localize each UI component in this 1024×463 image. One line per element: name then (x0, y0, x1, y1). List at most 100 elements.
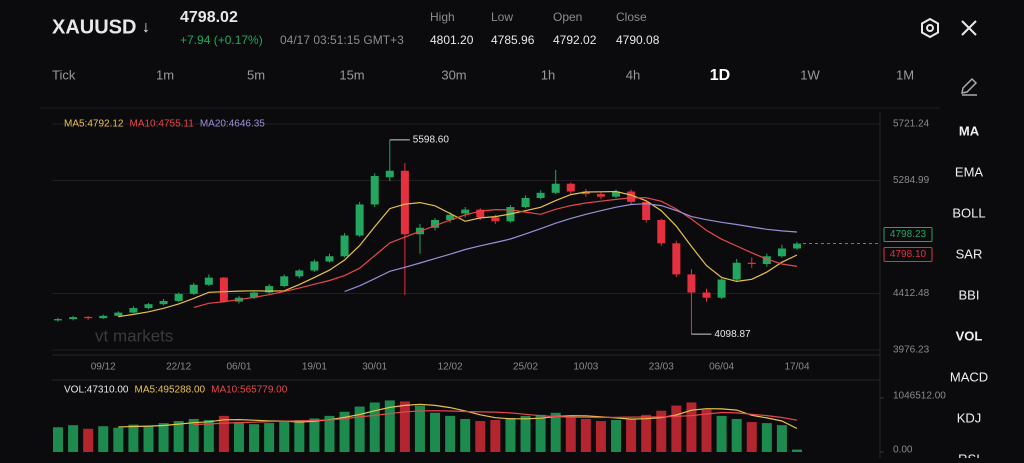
indicator-item[interactable]: EMA (955, 164, 984, 179)
volume-bar (233, 422, 244, 452)
candle-body (114, 312, 123, 316)
candle-body (702, 292, 711, 298)
indicator-item[interactable]: BOLL (952, 205, 985, 220)
candle-body (642, 201, 651, 220)
candle-body (521, 197, 530, 208)
indicator-item[interactable]: RSI (958, 451, 980, 463)
volume-bar (173, 421, 184, 452)
stat-value: 4792.02 (553, 33, 597, 47)
stat-value: 4785.96 (491, 33, 535, 47)
candle-body (491, 217, 500, 222)
volume-bar (430, 412, 441, 452)
volume-bar (53, 427, 63, 452)
x-tick-label: 23/03 (649, 362, 674, 373)
indicator-item[interactable]: VOL (956, 328, 983, 343)
timeframe-tab[interactable]: 1h (541, 67, 555, 82)
volume-bar (716, 415, 727, 452)
symbol[interactable]: XAUUSD (52, 16, 136, 38)
volume-bar (279, 421, 290, 452)
indicator-item[interactable]: MA (959, 123, 980, 138)
volume-bar (792, 449, 802, 452)
candle-body (189, 284, 198, 294)
settings-button[interactable] (921, 17, 939, 39)
candle-body (732, 262, 741, 280)
volume-bar (354, 406, 365, 452)
volume-bar (701, 409, 712, 452)
volume-bar (324, 415, 335, 452)
candle-body (99, 315, 108, 319)
volume-bar (384, 400, 395, 452)
close-icon[interactable] (961, 20, 977, 36)
candle-body (325, 256, 334, 262)
y-tick-label: 0.00 (893, 445, 913, 456)
candle-body (627, 191, 636, 202)
indicator-item[interactable]: KDJ (957, 410, 982, 425)
indicator-item[interactable]: MACD (950, 369, 988, 384)
y-tick-label: 4412.48 (893, 288, 930, 299)
price-chart: 3976.23 4412.48 5284.99 5721.24 09/12 22/12 06… (52, 119, 933, 373)
candle-body (747, 262, 756, 265)
candle-body (431, 219, 440, 228)
pencil-icon[interactable] (961, 77, 978, 96)
candle-body (612, 191, 621, 197)
indicator-item[interactable]: BBI (959, 287, 980, 302)
legend-entry: MA10:4755.11 (130, 119, 195, 130)
x-tick-label: 10/03 (573, 362, 598, 373)
volume-bar (731, 418, 742, 452)
candle-body (717, 279, 726, 298)
draw-tool-button[interactable] (961, 77, 978, 96)
volume-bar (520, 415, 531, 452)
timeframe-tab[interactable]: 30m (441, 67, 466, 82)
timeframe-tab[interactable]: 1D (710, 67, 730, 84)
symbol-arrow[interactable]: ↓ (142, 19, 150, 36)
volume-bar (309, 418, 320, 452)
volume-bar (113, 427, 124, 452)
close-button[interactable] (961, 20, 977, 36)
candle-body (84, 316, 93, 319)
volume-bar (339, 411, 350, 452)
x-tick-label: 12/02 (438, 362, 463, 373)
candle-body (581, 191, 590, 195)
annotation-label: 4098.87 (714, 329, 751, 340)
stat-label: High (430, 10, 455, 24)
legend-entry: MA10:565779.00 (211, 385, 288, 396)
candle-body (777, 248, 786, 257)
candle-body (129, 308, 138, 313)
x-tick-label: 06/01 (226, 362, 251, 373)
timeframe-tab[interactable]: Tick (52, 67, 76, 82)
volume-bar (595, 421, 606, 452)
settings-icon[interactable] (921, 17, 939, 39)
volume-bar (399, 401, 410, 452)
timeframe-tab[interactable]: 1m (156, 67, 174, 82)
volume-bar (686, 402, 697, 452)
x-tick-label: 09/12 (91, 362, 116, 373)
timeframe-tab[interactable]: 15m (339, 67, 364, 82)
candle-body (295, 270, 304, 277)
candle-body (461, 209, 470, 214)
last-price: 4798.02 (180, 9, 238, 26)
timeframe-tab[interactable]: 1W (800, 67, 820, 82)
stat-value: 4801.20 (430, 33, 474, 47)
volume-bar (761, 423, 772, 452)
volume-bar (128, 424, 139, 452)
candle-body (219, 277, 228, 302)
x-tick-label: 17/04 (784, 362, 809, 373)
watermark: vt markets (95, 326, 173, 345)
timeframe-tab[interactable]: 1M (896, 67, 914, 82)
timeframe-tab[interactable]: 5m (247, 67, 265, 82)
volume-bar (218, 415, 229, 452)
volume-bar (98, 426, 109, 452)
indicator-item[interactable]: SAR (956, 246, 983, 261)
candle-body (355, 204, 364, 236)
candle-body (265, 286, 274, 293)
candle-body (310, 261, 319, 271)
y-tick-label: 1046512.00 (893, 391, 946, 402)
price-marker-box (883, 227, 933, 243)
candle-body (446, 214, 455, 220)
legend-entry: VOL:47310.00 (64, 385, 129, 396)
settings-icon-center[interactable] (926, 24, 934, 32)
timeframe-tab[interactable]: 4h (626, 67, 640, 82)
stat-label: Close (616, 10, 647, 24)
